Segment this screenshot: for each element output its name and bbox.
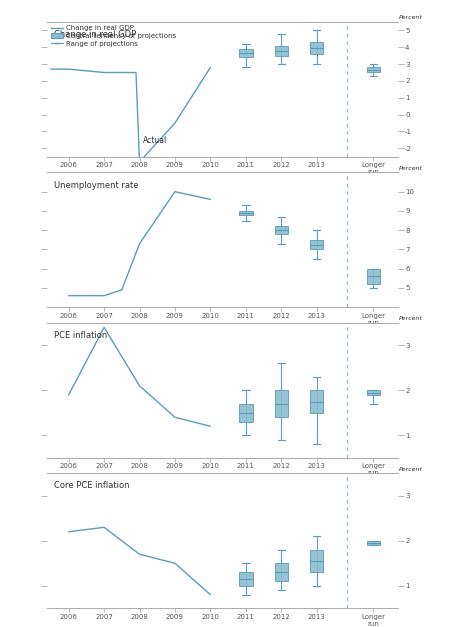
- Text: Change in real GDP: Change in real GDP: [55, 30, 137, 39]
- Bar: [310, 42, 323, 54]
- Bar: [274, 563, 288, 581]
- Bar: [239, 49, 253, 57]
- Bar: [239, 211, 253, 215]
- Bar: [274, 390, 288, 418]
- Text: Percent: Percent: [399, 316, 423, 321]
- Text: Percent: Percent: [399, 166, 423, 171]
- Bar: [274, 226, 288, 234]
- Text: Percent: Percent: [399, 15, 423, 20]
- Bar: [310, 390, 323, 413]
- Legend: Change in real GDP, Central tendency of projections, Range of projections: Change in real GDP, Central tendency of …: [51, 26, 176, 47]
- Bar: [239, 572, 253, 586]
- Bar: [366, 390, 380, 395]
- Bar: [310, 550, 323, 572]
- Bar: [366, 540, 380, 545]
- Text: Core PCE inflation: Core PCE inflation: [55, 482, 130, 490]
- Text: Unemployment rate: Unemployment rate: [55, 181, 139, 189]
- Bar: [310, 240, 323, 250]
- Text: Percent: Percent: [399, 466, 423, 472]
- Bar: [274, 46, 288, 56]
- Bar: [366, 269, 380, 284]
- Bar: [366, 68, 380, 73]
- Text: PCE inflation: PCE inflation: [55, 331, 108, 340]
- Text: Actual: Actual: [143, 136, 167, 145]
- Bar: [239, 404, 253, 422]
